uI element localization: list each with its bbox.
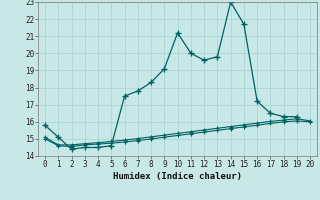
X-axis label: Humidex (Indice chaleur): Humidex (Indice chaleur): [113, 172, 242, 181]
